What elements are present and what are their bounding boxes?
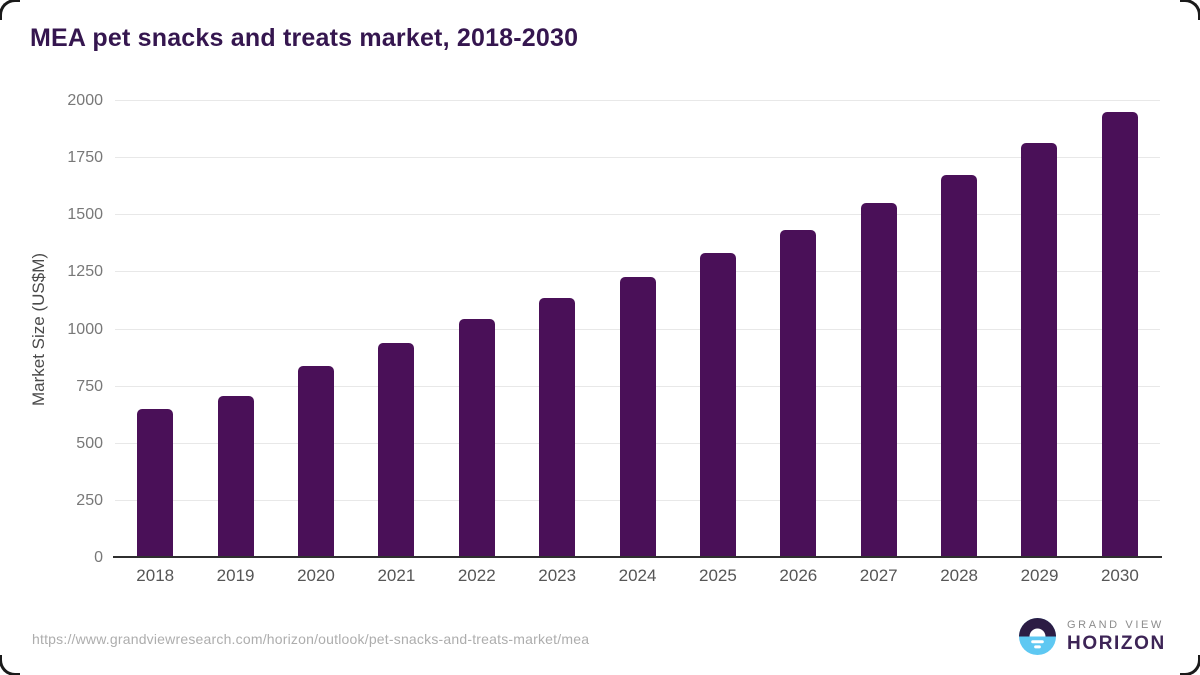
bar-slot-2027 bbox=[839, 101, 919, 558]
chart-title: MEA pet snacks and treats market, 2018-2… bbox=[30, 24, 579, 52]
bar-2028 bbox=[941, 175, 978, 558]
bar-2023 bbox=[539, 297, 576, 558]
y-tick-label-250: 250 bbox=[76, 491, 103, 509]
y-axis-title: Market Size (US$M) bbox=[29, 252, 48, 407]
bar-2021 bbox=[378, 343, 415, 558]
y-tick-label-0: 0 bbox=[94, 549, 103, 566]
bar-slot-2028 bbox=[919, 101, 999, 558]
x-axis-line bbox=[113, 556, 1162, 558]
bar-slot-2021 bbox=[356, 101, 436, 558]
y-tick-label-500: 500 bbox=[76, 434, 103, 452]
y-axis-tick-labels: 0 250 500 750 1000 1250 1500 1750 2000 bbox=[30, 93, 103, 566]
card-corner-border bbox=[1180, 655, 1200, 675]
bar-2018 bbox=[137, 409, 174, 558]
x-tick-label-2028: 2028 bbox=[940, 566, 979, 585]
bar-slot-2025 bbox=[678, 101, 758, 558]
bar-2022 bbox=[458, 319, 495, 558]
bar-slot-2023 bbox=[517, 101, 597, 558]
bar-2025 bbox=[699, 252, 736, 558]
x-tick-label-2027: 2027 bbox=[859, 566, 898, 585]
logo-text-grand-view: GRAND VIEW bbox=[1067, 619, 1164, 631]
horizon-sunset-circle-icon bbox=[1019, 618, 1056, 655]
bar-slot-2020 bbox=[276, 101, 356, 558]
y-tick-label-2000: 2000 bbox=[67, 92, 103, 109]
x-tick-label-2030: 2030 bbox=[1100, 566, 1139, 585]
bar-2029 bbox=[1021, 143, 1058, 558]
x-tick-label-2022: 2022 bbox=[457, 566, 496, 585]
x-tick-label-2026: 2026 bbox=[779, 566, 818, 585]
y-tick-label-750: 750 bbox=[76, 377, 103, 395]
bar-slot-2026 bbox=[758, 101, 838, 558]
bar-slot-2029 bbox=[999, 101, 1079, 558]
bar-2024 bbox=[619, 276, 656, 558]
x-tick-label-2020: 2020 bbox=[297, 566, 335, 585]
x-tick-label-2019: 2019 bbox=[216, 566, 255, 585]
bar-2030 bbox=[1101, 112, 1138, 558]
bar-2019 bbox=[217, 395, 254, 558]
x-tick-label-2021: 2021 bbox=[377, 566, 416, 585]
bar-slot-2024 bbox=[597, 101, 677, 558]
gridline-1250 bbox=[115, 271, 1160, 273]
bar-series bbox=[115, 101, 1160, 558]
bar-2026 bbox=[780, 230, 817, 558]
gridline-1500 bbox=[115, 214, 1160, 216]
plot-area bbox=[115, 100, 1160, 558]
y-tick-label-1500: 1500 bbox=[67, 206, 103, 224]
bar-2027 bbox=[860, 202, 897, 558]
bar-slot-2018 bbox=[115, 101, 195, 558]
card-corner-border bbox=[0, 655, 20, 675]
x-tick-label-2029: 2029 bbox=[1020, 566, 1059, 585]
x-tick-label-2023: 2023 bbox=[538, 566, 577, 585]
card-corner-border bbox=[0, 0, 20, 20]
gridline-2000 bbox=[115, 100, 1160, 101]
bar-2020 bbox=[297, 366, 334, 558]
y-tick-label-1250: 1250 bbox=[67, 263, 103, 281]
gridline-1750 bbox=[115, 157, 1160, 159]
logo-text-horizon: HORIZON bbox=[1067, 633, 1166, 654]
bar-slot-2019 bbox=[195, 101, 275, 558]
x-tick-label-2018: 2018 bbox=[136, 566, 175, 585]
grandview-horizon-logo: GRAND VIEW HORIZON bbox=[1019, 618, 1166, 655]
y-tick-label-1750: 1750 bbox=[67, 149, 103, 167]
x-tick-label-2025: 2025 bbox=[699, 566, 737, 585]
bar-slot-2030 bbox=[1080, 101, 1160, 558]
x-tick-label-2024: 2024 bbox=[618, 566, 657, 585]
card-corner-border bbox=[1180, 0, 1200, 20]
y-tick-label-1000: 1000 bbox=[67, 320, 103, 338]
source-url: https://www.grandviewresearch.com/horizo… bbox=[32, 631, 590, 647]
x-axis-tick-labels: 2018 2019 2020 2021 2022 2023 2024 2025 2026 2027… bbox=[115, 566, 1160, 586]
bar-slot-2022 bbox=[437, 101, 517, 558]
